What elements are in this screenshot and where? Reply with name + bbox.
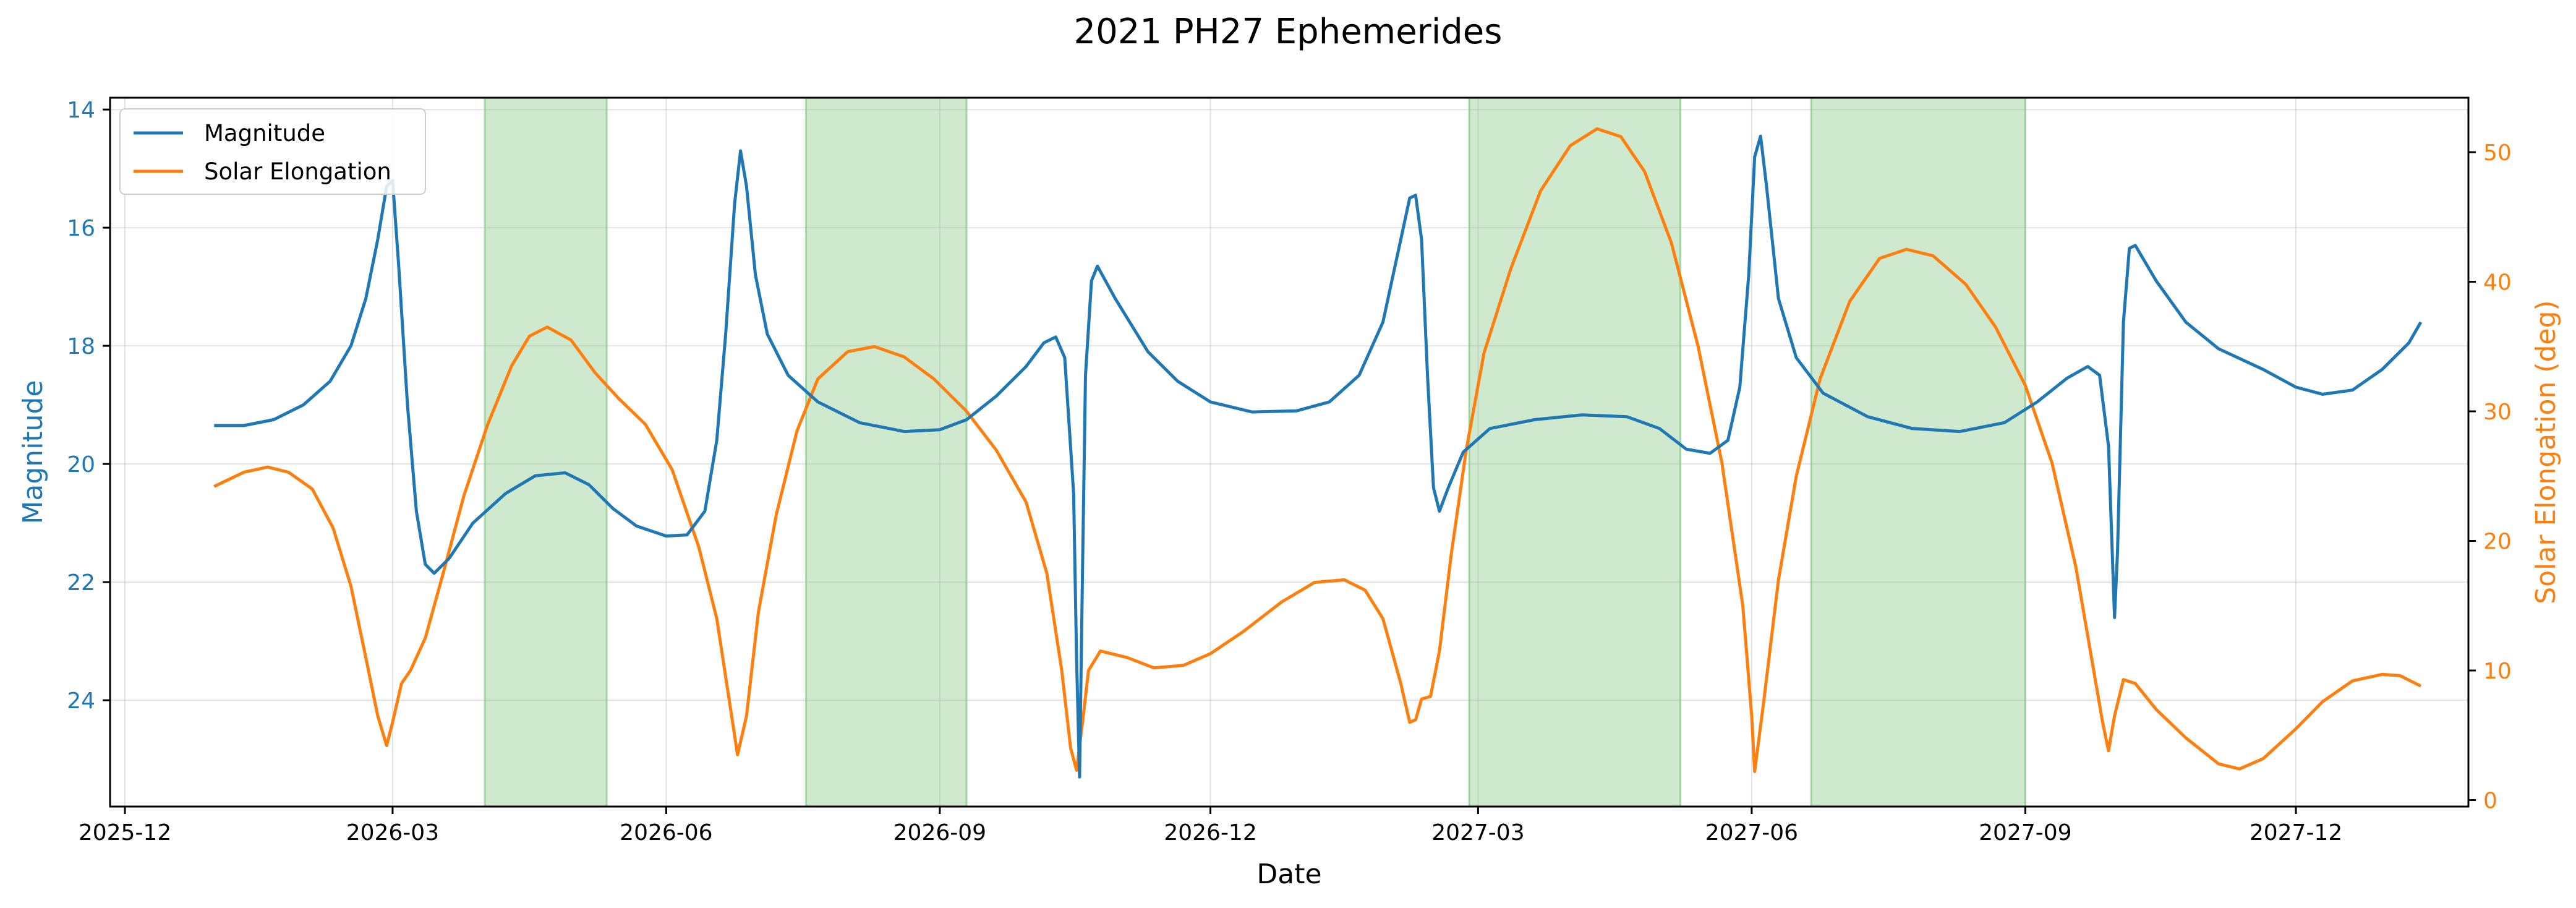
- x-tick-label-5: 2026-12: [1164, 820, 1256, 846]
- shaded-region-4: [1810, 96, 2026, 808]
- y-right-tick-label-2: 10: [2483, 659, 2512, 684]
- legend: Magnitude Solar Elongation: [119, 108, 426, 195]
- x-axis-label: Date: [1256, 859, 1321, 890]
- legend-label-magnitude: Magnitude: [204, 120, 325, 147]
- y-left-tick-label-6: 24: [67, 688, 95, 714]
- shaded-region-1: [484, 96, 608, 808]
- y-right-tick-label-1: 0: [2483, 789, 2497, 814]
- shaded-regions: [484, 96, 2026, 808]
- x-tick-label-3: 2026-06: [620, 820, 712, 846]
- plot-frame: [109, 96, 2470, 808]
- y-right-tick-label-4: 30: [2483, 400, 2512, 425]
- x-tick-label-9: 2027-12: [2250, 820, 2342, 846]
- series-line-solar-elongation: [213, 127, 2422, 773]
- y-right-tick-label-6: 50: [2483, 140, 2512, 166]
- y-axis-left-label: Magnitude: [17, 380, 49, 524]
- x-axis: 2025-12 2026-03 2026-06 2026-09 2026-12 2027-…: [79, 807, 2342, 846]
- x-tick-label-6: 2027-03: [1431, 820, 1524, 846]
- shaded-region-3: [1468, 96, 1681, 808]
- y-axis-left: 14 16 18 20 22 24: [67, 98, 110, 714]
- x-tick-label-1: 2025-12: [79, 820, 171, 846]
- y-axis-right: 0 10 20 30 40 50: [2468, 140, 2512, 814]
- x-tick-label-8: 2027-09: [1979, 820, 2071, 846]
- y-left-tick-label-4: 20: [67, 452, 95, 478]
- y-left-tick-label-2: 16: [67, 216, 95, 241]
- x-tick-label-7: 2027-06: [1705, 820, 1798, 846]
- series-lines: [213, 127, 2423, 779]
- y-axis-right-label: Solar Elongation (deg): [2530, 300, 2562, 604]
- legend-label-solar-elongation: Solar Elongation: [204, 158, 391, 185]
- y-left-tick-label-1: 14: [67, 98, 95, 123]
- y-left-tick-label-5: 22: [67, 570, 95, 596]
- grid-lines: [110, 98, 2468, 807]
- x-tick-label-2: 2026-03: [346, 820, 439, 846]
- x-tick-label-4: 2026-09: [893, 820, 986, 846]
- chart-title: 2021 PH27 Ephemerides: [1074, 12, 1503, 52]
- legend-frame: [119, 108, 426, 195]
- series-line-magnitude: [214, 134, 2423, 779]
- y-left-tick-label-3: 18: [67, 334, 95, 359]
- y-right-tick-label-3: 20: [2483, 529, 2512, 555]
- y-right-tick-label-5: 40: [2483, 270, 2512, 295]
